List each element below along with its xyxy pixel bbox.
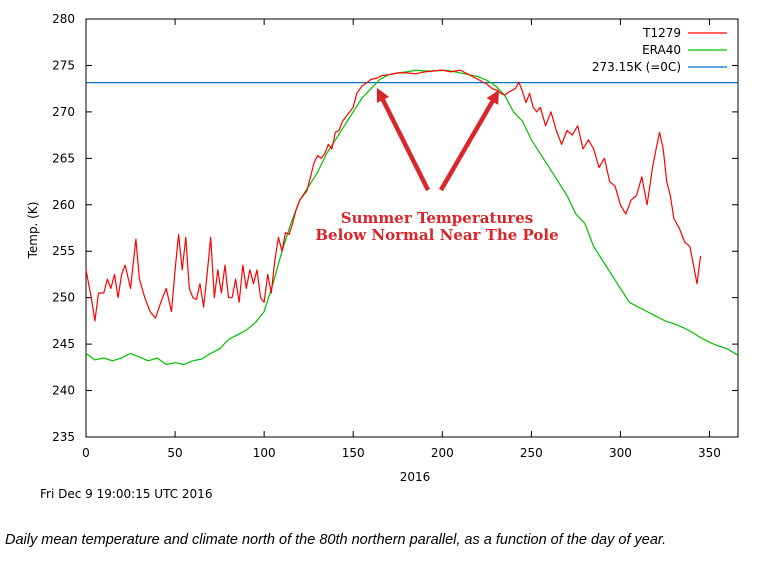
legend: T1279 ERA40 273.15K (=0C) <box>592 26 727 74</box>
x-tick-label: 150 <box>342 446 365 460</box>
legend-label: ERA40 <box>642 43 681 57</box>
legend-label: T1279 <box>642 26 681 40</box>
x-tick-label: 300 <box>609 446 632 460</box>
temperature-chart: 0 50 100 150 200 250 300 350 235 240 245 250 255 260 2… <box>26 12 739 484</box>
y-axis-title: Temp. (K) <box>26 202 40 260</box>
y-tick-label: 265 <box>52 151 75 165</box>
figure-caption: Daily mean temperature and climate north… <box>5 532 667 548</box>
axis-ticks <box>85 18 738 438</box>
x-tick-label: 0 <box>82 446 90 460</box>
y-tick-label: 255 <box>52 244 75 258</box>
y-tick-label: 270 <box>52 105 75 119</box>
series-line-t1279 <box>85 69 702 322</box>
x-axis-title: 2016 <box>400 470 431 484</box>
y-tick-label: 260 <box>52 198 75 212</box>
annotation-arrow <box>439 89 500 192</box>
series-line-era40 <box>85 69 739 366</box>
annotation-text: Summer Temperatures <box>341 209 533 227</box>
x-tick-label: 50 <box>167 446 182 460</box>
x-tick-label: 250 <box>520 446 543 460</box>
y-tick-label: 280 <box>52 12 75 26</box>
y-tick-label: 240 <box>52 384 75 398</box>
y-tick-label: 275 <box>52 58 75 72</box>
y-tick-label: 245 <box>52 337 75 351</box>
y-tick-label: 235 <box>52 430 75 444</box>
tick-labels: 0 50 100 150 200 250 300 350 235 240 245 250 255 260 2… <box>52 12 721 460</box>
plot-frame <box>85 18 739 438</box>
timestamp: Fri Dec 9 19:00:15 UTC 2016 <box>40 487 213 501</box>
x-tick-label: 100 <box>253 446 276 460</box>
annotation-text: Below Normal Near The Pole <box>315 226 558 244</box>
annotation-arrow <box>376 87 431 192</box>
x-tick-label: 200 <box>431 446 454 460</box>
series-layer <box>85 69 739 366</box>
x-tick-label: 350 <box>698 446 721 460</box>
y-tick-label: 250 <box>52 291 75 305</box>
legend-label: 273.15K (=0C) <box>592 60 681 74</box>
